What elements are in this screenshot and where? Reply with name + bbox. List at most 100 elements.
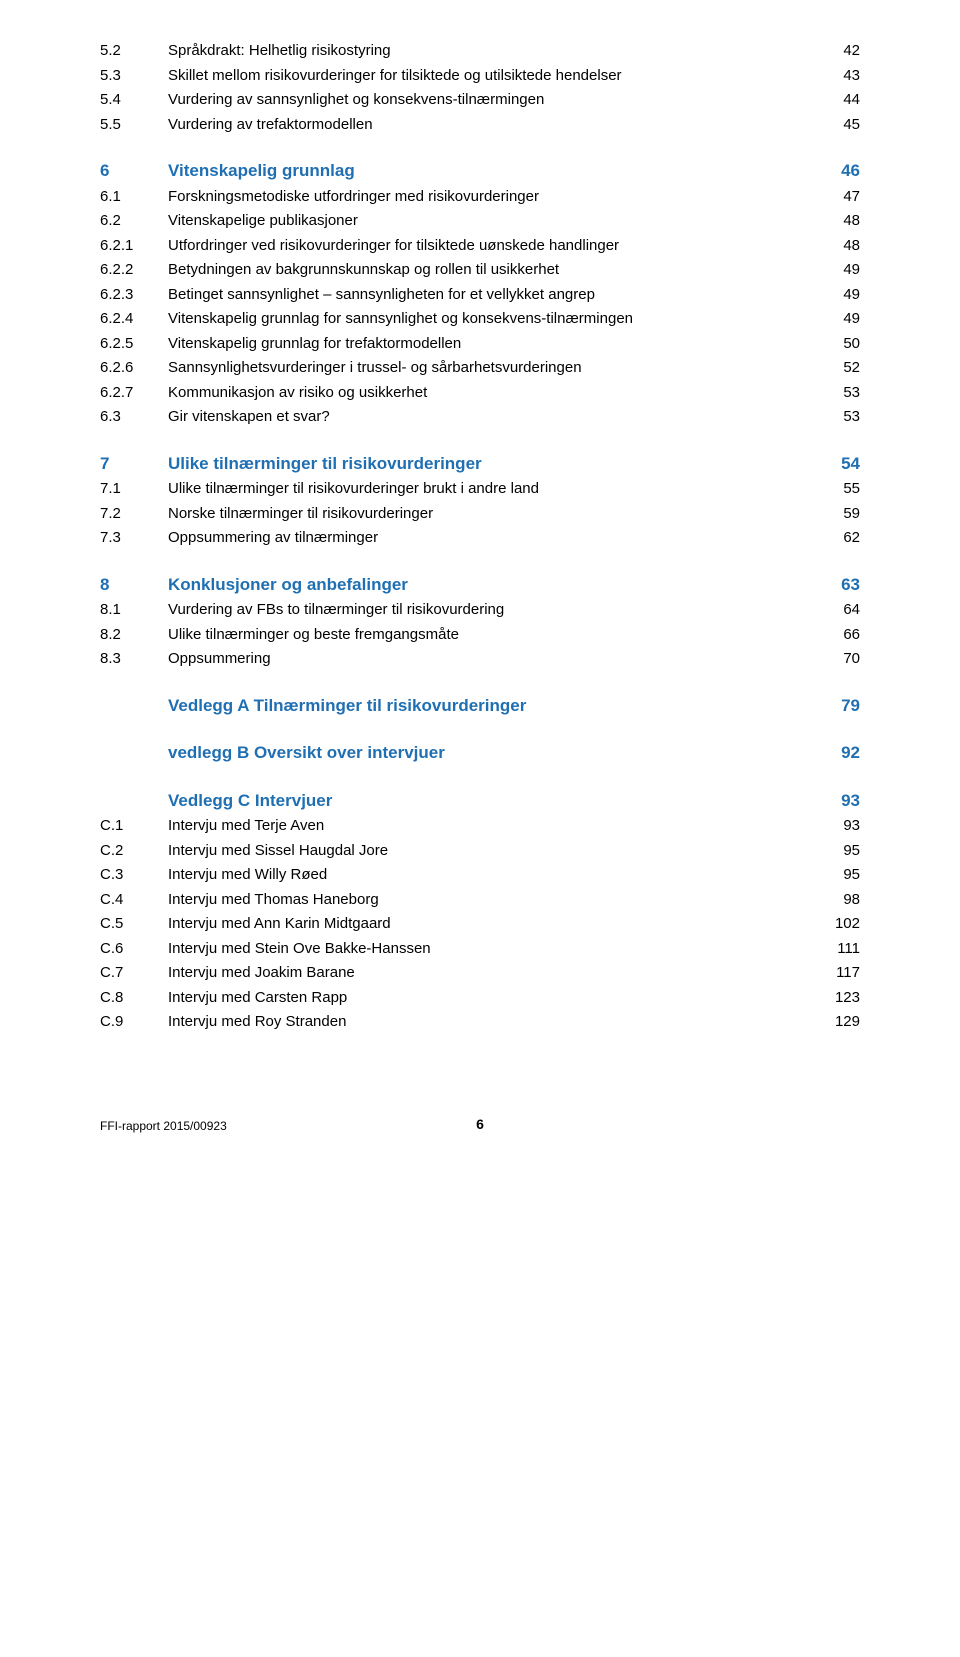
toc-row: C.8Intervju med Carsten Rapp123 [100, 987, 860, 1010]
toc-section-title: Intervju med Ann Karin Midtgaard [168, 913, 800, 936]
toc-row: C.6Intervju med Stein Ove Bakke-Hanssen1… [100, 938, 860, 961]
toc-section-title: Vitenskapelig grunnlag for trefaktormode… [168, 333, 800, 356]
toc-section-title: Intervju med Thomas Haneborg [168, 889, 800, 912]
toc-row: vedlegg B Oversikt over intervjuer92 [100, 740, 860, 766]
toc-entry-left: 6.2.7Kommunikasjon av risiko og usikkerh… [100, 382, 820, 405]
toc-row: C.9Intervju med Roy Stranden129 [100, 1011, 860, 1034]
toc-page-number: 111 [820, 938, 860, 961]
toc-section-number: 5.3 [100, 65, 168, 88]
toc-section-title: Betinget sannsynlighet – sannsynligheten… [168, 284, 800, 307]
toc-page-number: 53 [820, 406, 860, 429]
toc-section-title: Gir vitenskapen et svar? [168, 406, 800, 429]
toc-row: 6.2.4Vitenskapelig grunnlag for sannsynl… [100, 308, 860, 331]
toc-section-number: 6.2.2 [100, 259, 168, 282]
toc-row: C.5Intervju med Ann Karin Midtgaard102 [100, 913, 860, 936]
toc-page-number: 42 [820, 40, 860, 63]
toc-entry-left: C.7Intervju med Joakim Barane [100, 962, 820, 985]
toc-section-title: Ulike tilnærminger til risikovurderinger… [168, 478, 800, 501]
toc-section-number: 6.2 [100, 210, 168, 233]
toc-page-number: 123 [820, 987, 860, 1010]
toc-page-number: 48 [820, 235, 860, 258]
toc-section-number: C.5 [100, 913, 168, 936]
toc-row: 5.5Vurdering av trefaktormodellen45 [100, 114, 860, 137]
toc-entry-left: 6.2.6Sannsynlighetsvurderinger i trussel… [100, 357, 820, 380]
toc-entry-left: C.1Intervju med Terje Aven [100, 815, 820, 838]
toc-page-number: 48 [820, 210, 860, 233]
toc-row: 6.2.2Betydningen av bakgrunnskunnskap og… [100, 259, 860, 282]
toc-row: C.1Intervju med Terje Aven93 [100, 815, 860, 838]
toc-section-title: Vedlegg A Tilnærminger til risikovurderi… [168, 693, 800, 719]
toc-page-number: 70 [820, 648, 860, 671]
toc-section-number: C.6 [100, 938, 168, 961]
toc-section-number: 7.3 [100, 527, 168, 550]
toc-row: 6Vitenskapelig grunnlag46 [100, 158, 860, 184]
toc-entry-left: 6.2.4Vitenskapelig grunnlag for sannsynl… [100, 308, 820, 331]
toc-entry-left: C.5Intervju med Ann Karin Midtgaard [100, 913, 820, 936]
toc-row: 7.1Ulike tilnærminger til risikovurderin… [100, 478, 860, 501]
toc-section-title: Konklusjoner og anbefalinger [168, 572, 800, 598]
toc-section-number: 7 [100, 451, 168, 477]
toc-row: 6.2.6Sannsynlighetsvurderinger i trussel… [100, 357, 860, 380]
toc-page-number: 59 [820, 503, 860, 526]
toc-page-number: 44 [820, 89, 860, 112]
toc-section-title: Norske tilnærminger til risikovurderinge… [168, 503, 800, 526]
toc-entry-left: 8.1Vurdering av FBs to tilnærminger til … [100, 599, 820, 622]
toc-page-number: 54 [820, 451, 860, 477]
toc-row: 8.3Oppsummering 70 [100, 648, 860, 671]
toc-section-title: Intervju med Stein Ove Bakke-Hanssen [168, 938, 800, 961]
toc-section-title: Vurdering av sannsynlighet og konsekvens… [168, 89, 800, 112]
toc-row: 6.2.1Utfordringer ved risikovurderinger … [100, 235, 860, 258]
toc-page-number: 63 [820, 572, 860, 598]
toc-row: 6.3Gir vitenskapen et svar? 53 [100, 406, 860, 429]
toc-row: 5.2Språkdrakt: Helhetlig risikostyring42 [100, 40, 860, 63]
toc-entry-left: 8.2Ulike tilnærminger og beste fremgangs… [100, 624, 820, 647]
toc-page-number: 93 [820, 815, 860, 838]
toc-entry-left: C.6Intervju med Stein Ove Bakke-Hanssen [100, 938, 820, 961]
toc-entry-left: Vedlegg A Tilnærminger til risikovurderi… [100, 693, 820, 719]
toc-entry-left: 6.2.5Vitenskapelig grunnlag for trefakto… [100, 333, 820, 356]
toc-entry-left: 5.3Skillet mellom risikovurderinger for … [100, 65, 820, 88]
toc-section-title: vedlegg B Oversikt over intervjuer [168, 740, 800, 766]
table-of-contents: 5.2Språkdrakt: Helhetlig risikostyring42… [100, 40, 860, 1034]
toc-page-number: 49 [820, 259, 860, 282]
toc-section-number: C.2 [100, 840, 168, 863]
toc-section-title: Intervju med Sissel Haugdal Jore [168, 840, 800, 863]
toc-section-title: Intervju med Joakim Barane [168, 962, 800, 985]
toc-section-number: 6.2.4 [100, 308, 168, 331]
toc-entry-left: 6.2.1Utfordringer ved risikovurderinger … [100, 235, 820, 258]
toc-section-title: Vitenskapelig grunnlag for sannsynlighet… [168, 308, 800, 331]
toc-entry-left: C.2Intervju med Sissel Haugdal Jore [100, 840, 820, 863]
toc-section-number: 8.3 [100, 648, 168, 671]
toc-section-title: Vitenskapelige publikasjoner [168, 210, 800, 233]
toc-section-number: C.4 [100, 889, 168, 912]
toc-row: 8Konklusjoner og anbefalinger 63 [100, 572, 860, 598]
toc-section-number: 8 [100, 572, 168, 598]
toc-entry-left: 6.2Vitenskapelige publikasjoner [100, 210, 820, 233]
toc-page-number: 62 [820, 527, 860, 550]
toc-entry-left: 7.1Ulike tilnærminger til risikovurderin… [100, 478, 820, 501]
toc-section-number: 6.2.5 [100, 333, 168, 356]
toc-row: Vedlegg C Intervjuer93 [100, 788, 860, 814]
toc-section-number: 5.2 [100, 40, 168, 63]
toc-page-number: 64 [820, 599, 860, 622]
toc-section-number: 6.2.1 [100, 235, 168, 258]
toc-page-number: 43 [820, 65, 860, 88]
toc-entry-left: 5.5Vurdering av trefaktormodellen [100, 114, 820, 137]
toc-section-title: Vurdering av FBs to tilnærminger til ris… [168, 599, 800, 622]
toc-page-number: 47 [820, 186, 860, 209]
page-footer: FFI-rapport 2015/00923 6 [100, 1114, 860, 1135]
toc-page-number: 45 [820, 114, 860, 137]
toc-row: 7Ulike tilnærminger til risikovurderinge… [100, 451, 860, 477]
toc-page-number: 129 [820, 1011, 860, 1034]
footer-page-number: 6 [353, 1114, 606, 1135]
toc-section-number: 6 [100, 158, 168, 184]
toc-section-title: Oppsummering [168, 648, 800, 671]
toc-page-number: 117 [820, 962, 860, 985]
toc-section-number: 5.4 [100, 89, 168, 112]
toc-section-number: 7.2 [100, 503, 168, 526]
toc-section-number: 6.3 [100, 406, 168, 429]
toc-page-number: 98 [820, 889, 860, 912]
toc-row: 5.4Vurdering av sannsynlighet og konsekv… [100, 89, 860, 112]
toc-section-title: Intervju med Willy Røed [168, 864, 800, 887]
toc-entry-left: vedlegg B Oversikt over intervjuer [100, 740, 820, 766]
